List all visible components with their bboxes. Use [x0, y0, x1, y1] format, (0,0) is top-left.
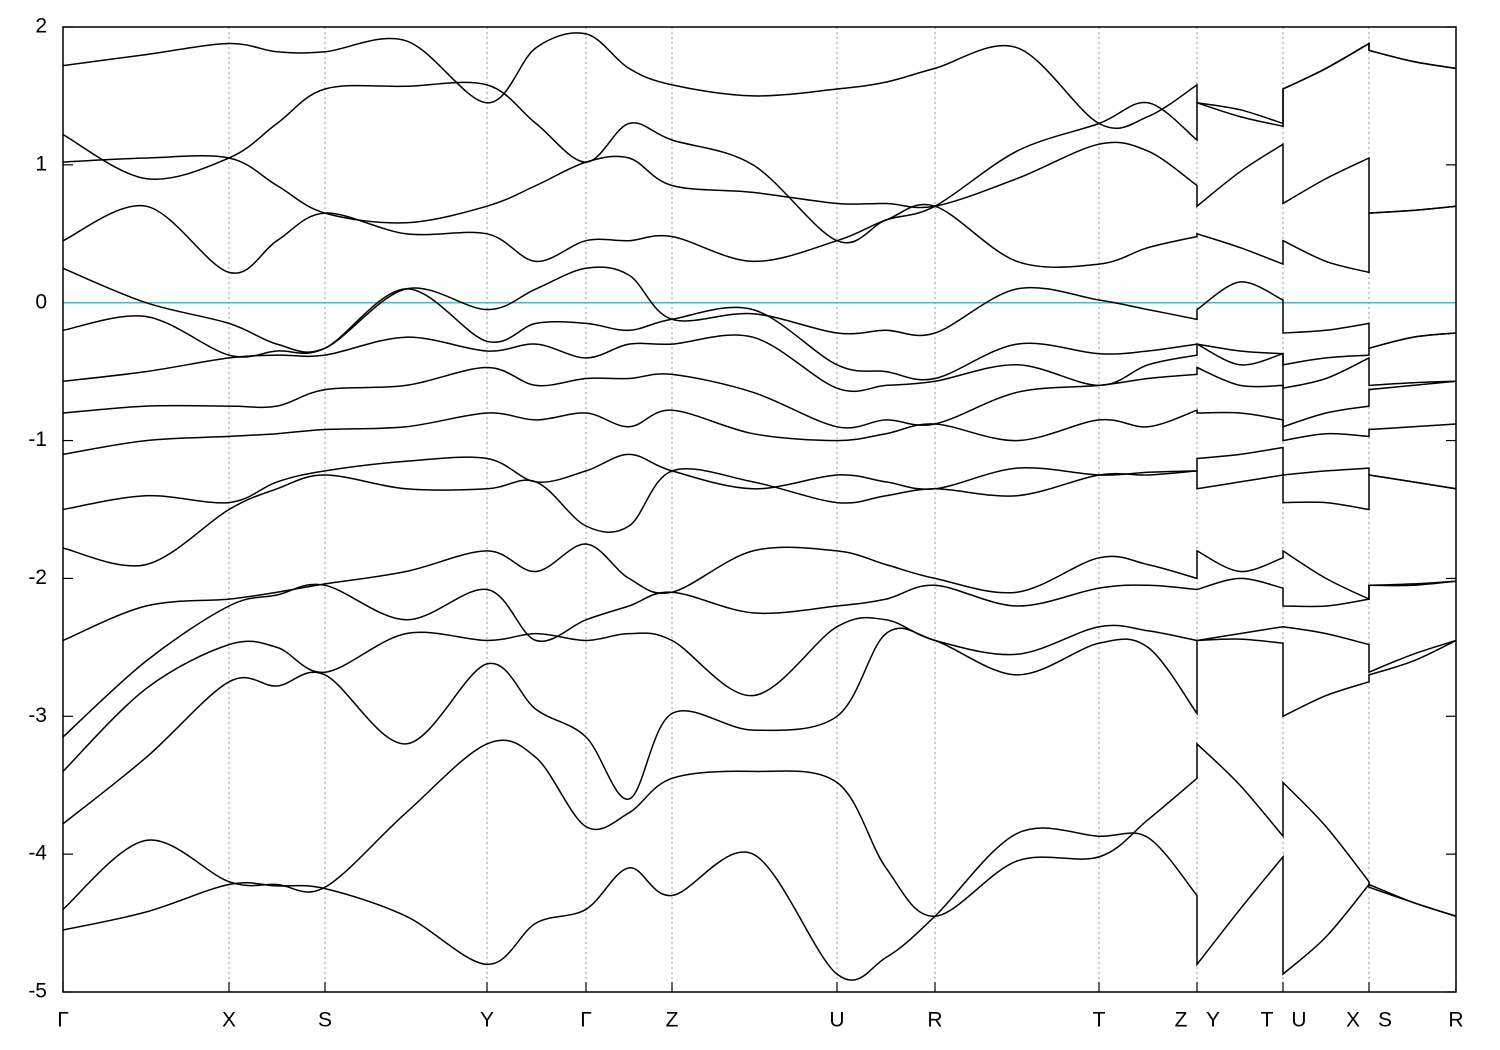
x-tick-label: R: [1448, 1009, 1463, 1032]
x-tick-label: R: [927, 1009, 942, 1032]
bands: [63, 32, 1456, 981]
x-tick-label: T: [1261, 1009, 1274, 1032]
band-line: [63, 627, 1456, 825]
y-tick-label: -2: [28, 566, 47, 589]
x-tick-label: U: [829, 1009, 844, 1032]
x-tick-label: Γ: [580, 1009, 592, 1032]
band-line: [63, 446, 1456, 511]
y-tick-label: -3: [28, 704, 47, 727]
band-line: [63, 739, 1456, 917]
x-tick-label: Z: [666, 1009, 679, 1032]
x-tick-label: X: [1346, 1009, 1360, 1032]
y-tick-label: 1: [35, 152, 47, 175]
band-line: [63, 467, 1456, 567]
x-tick-label: S: [1378, 1009, 1392, 1032]
band-line: [63, 141, 1456, 224]
band-line: [63, 203, 1456, 274]
band-line: [63, 409, 1456, 456]
x-tick-label: S: [318, 1009, 332, 1032]
y-tick-label: -4: [28, 842, 47, 865]
band-line: [63, 32, 1456, 129]
grid: [62, 26, 1457, 993]
band-line: [63, 616, 1456, 772]
plot-frame: [62, 26, 1457, 993]
y-tick-label: 2: [35, 15, 47, 38]
band-line: [63, 543, 1456, 642]
y-tick-label: -1: [28, 428, 47, 451]
band-line: [63, 266, 1456, 353]
x-tick-label: U: [1291, 1009, 1306, 1032]
x-tick-label: Γ: [57, 1009, 69, 1032]
band-line: [63, 827, 1456, 981]
x-tick-label: T: [1093, 1009, 1106, 1032]
x-tick-label: Y: [480, 1009, 494, 1032]
y-tick-label: 0: [35, 290, 47, 313]
x-tick-label: Y: [1206, 1009, 1220, 1032]
band-line: [63, 577, 1456, 738]
x-tick-label: Z: [1175, 1009, 1188, 1032]
x-tick-label: X: [222, 1009, 236, 1032]
band-line: [63, 366, 1456, 429]
band-line: [63, 334, 1456, 393]
y-tick-label: -5: [28, 980, 47, 1003]
band-line: [63, 42, 1456, 244]
